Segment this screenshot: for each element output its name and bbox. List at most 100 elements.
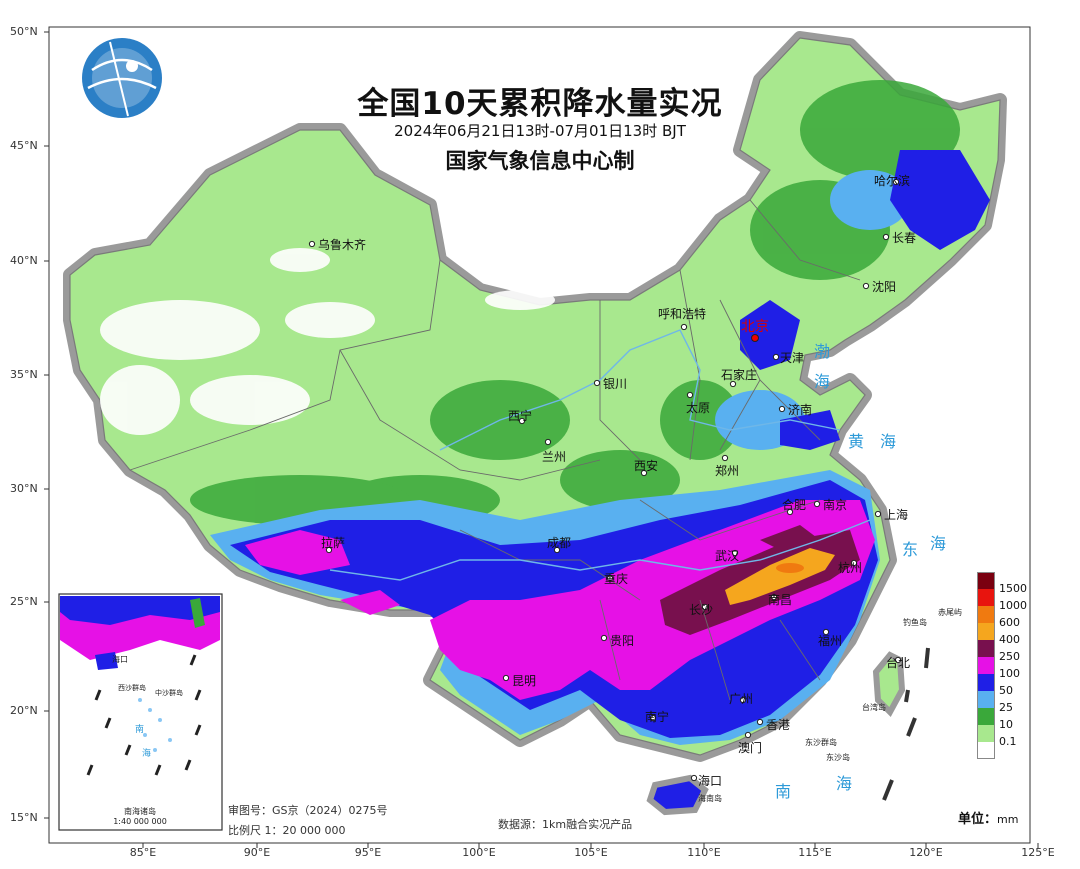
city-label: 南昌 [768,593,793,607]
city-label: 成都 [547,536,572,550]
city-marker [600,634,608,642]
city-marker [606,574,614,582]
scale-note: 比例尺 1：20 000 000 [228,824,346,837]
city-label: 北京 [741,319,769,335]
legend-label: 10 [999,718,1013,731]
city-label: 西安 [634,459,659,473]
legend-label: 250 [999,650,1020,663]
hainan-island [646,774,709,816]
legend-row: 100 [977,657,1047,680]
city-label: 长春 [892,231,917,245]
legend-swatch [977,640,995,657]
city-marker [308,240,316,248]
rivers [329,329,871,581]
legend-swatch [977,742,995,759]
city-marker [640,469,648,477]
unit-value: mm [997,813,1019,826]
legend-label: 1500 [999,582,1027,595]
legend-swatch [977,589,995,606]
island-label: 海南岛 [698,794,722,803]
lon-label: 125°E [1021,846,1055,859]
sea-label: 海 [880,432,897,451]
city-marker [325,546,333,554]
lat-label: 25°N [10,595,38,608]
legend-label: 0.1 [999,735,1017,748]
city-label: 哈尔滨 [874,174,911,188]
legend-swatch [977,657,995,674]
legend-swatch [977,623,995,640]
dry-areas [100,248,555,435]
lat-label: 40°N [10,254,38,267]
city-label: 沈阳 [872,280,897,294]
legend-row: 600 [977,606,1047,629]
map-organization: 国家气象信息中心制 [445,149,635,173]
legend-swatch [977,691,995,708]
inset-label: 海 [142,749,152,759]
legend-row: 1500 [977,572,1047,595]
city-label: 银川 [603,377,628,391]
lon-label: 115°E [798,846,832,859]
city-marker [778,405,786,413]
city-label: 济南 [788,403,813,417]
legend-row: 250 [977,640,1047,663]
lon-label: 105°E [574,846,608,859]
sea-label: 东 [902,540,919,559]
city-label: 广州 [729,692,754,706]
inset-map [60,596,220,776]
city-label: 昆明 [512,674,537,688]
approval-number: 审图号：GS京（2024）0275号 [228,804,388,817]
legend-row: 0.1 [977,725,1047,748]
city-marker [593,379,601,387]
legend-swatch [977,606,995,623]
city-marker [892,178,900,186]
inset-label: 海口 [112,655,128,664]
city-label: 石家庄 [721,368,758,382]
inset-caption-title: 南海诸岛 [124,807,156,816]
city-marker [822,628,830,636]
lon-label: 90°E [243,846,271,859]
sea-label: 海 [814,372,831,391]
city-marker [553,546,561,554]
inset-label: 西沙群岛 [118,684,146,692]
city-marker [756,718,764,726]
city-label: 乌鲁木齐 [318,238,367,252]
city-label: 南京 [823,498,848,512]
city-label: 杭州 [838,561,863,575]
legend-label: 100 [999,667,1020,680]
city-label: 兰州 [542,450,567,464]
city-marker [770,593,778,601]
legend-swatch [977,674,995,691]
island-label: 东沙群岛 [805,738,837,747]
legend-row: 1000 [977,589,1047,612]
data-source: 数据源：1km融合实况产品 [498,818,633,831]
legend-row: 400 [977,623,1047,646]
legend-row: 50 [977,674,1047,697]
legend-row: 25 [977,691,1047,714]
city-label: 郑州 [715,464,740,478]
city-marker [518,417,526,425]
city-marker [882,233,890,241]
map-title: 全国10天累积降水量实况 [357,86,723,122]
precipitation-legend: 1500 1000 600 400 250 100 50 25 10 0.1 [977,572,1047,759]
legend-row: 10 [977,708,1047,731]
city-marker [502,674,510,682]
city-label: 合肥 [782,498,807,512]
city-label: 呼和浩特 [658,307,707,321]
island-label: 台湾岛 [862,703,886,712]
city-marker [690,774,698,782]
lon-label: 110°E [687,846,721,859]
legend-swatch [977,708,995,725]
sea-label: 南 [775,782,792,801]
city-marker [850,559,858,567]
sea-label: 黄 [848,432,865,451]
island-label: 赤尾屿 [938,608,962,617]
city-label: 海口 [698,774,723,788]
lat-label: 20°N [10,704,38,717]
nine-dash-line [882,647,930,801]
legend-swatch [977,572,995,589]
city-label: 福州 [818,634,843,648]
city-label: 天津 [780,351,805,365]
lon-label: 120°E [909,846,943,859]
inset-label: 南 [135,725,145,735]
legend-label: 25 [999,701,1013,714]
